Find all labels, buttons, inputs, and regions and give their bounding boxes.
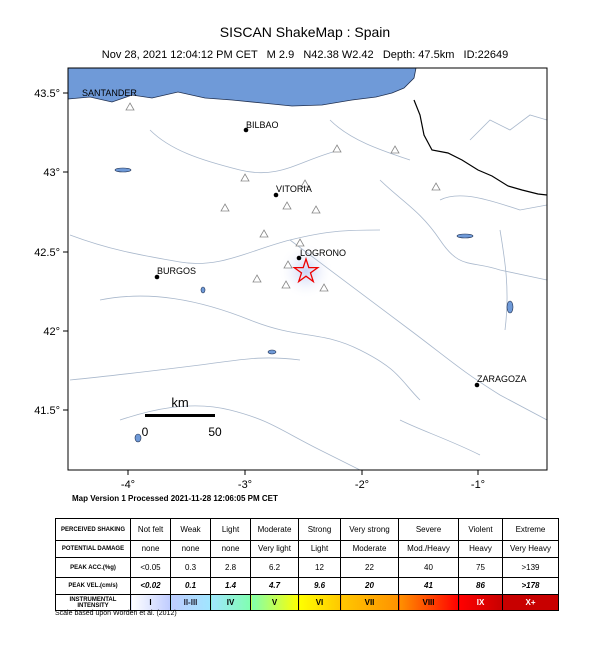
- cities: SANTANDER BILBAO VITORIA LOGRONO BURGOS …: [82, 88, 527, 388]
- legend-cell: 75: [458, 557, 503, 578]
- legend-cell: 41: [398, 577, 459, 595]
- lat-label: 43.5°: [34, 88, 60, 100]
- legend-cell: 6.2: [250, 557, 299, 578]
- legend-cell: none: [130, 540, 171, 558]
- legend-cell: 20: [340, 577, 399, 595]
- row-header: PEAK VEL.(cm/s): [55, 577, 131, 595]
- lon-label: -4°: [121, 479, 135, 491]
- legend-cell: II-III: [170, 594, 211, 611]
- footnote: Scale based upon Worden et al. (2012): [55, 610, 177, 617]
- lat-label: 43°: [43, 167, 60, 179]
- legend-cell: none: [170, 540, 211, 558]
- city-label: BILBAO: [246, 120, 279, 130]
- scale-end: 50: [208, 425, 222, 439]
- legend-cell: 40: [398, 557, 459, 578]
- map-figure: SISCAN ShakeMap : Spain Nov 28, 2021 12:…: [34, 24, 548, 503]
- legend-cell: Very strong: [340, 518, 399, 541]
- legend-cell: Severe: [398, 518, 459, 541]
- legend-cell: 86: [458, 577, 503, 595]
- legend-cell: Heavy: [458, 540, 503, 558]
- legend-cell: 9.6: [298, 577, 341, 595]
- map-frame: [67, 67, 548, 471]
- subtitle: Nov 28, 2021 12:04:12 PM CET M 2.9 N42.3…: [102, 49, 508, 61]
- legend-cell: >178: [502, 577, 559, 595]
- city-label: SANTANDER: [82, 88, 137, 98]
- stations: [125, 102, 441, 292]
- legend-cell: Extreme: [502, 518, 559, 541]
- legend-cell: Not felt: [130, 518, 171, 541]
- city-label: VITORIA: [276, 184, 312, 194]
- title: SISCAN ShakeMap : Spain: [220, 24, 390, 40]
- city-label: ZARAGOZA: [477, 374, 527, 384]
- legend-cell: I: [130, 594, 171, 611]
- lon-label: -3°: [238, 479, 252, 491]
- legend-cell: Mod./Heavy: [398, 540, 459, 558]
- legend-cell: VIII: [398, 594, 459, 611]
- lat-label: 42°: [43, 326, 60, 338]
- legend-cell: Violent: [458, 518, 503, 541]
- row-header: PEAK ACC.(%g): [55, 557, 131, 578]
- lat-label: 41.5°: [34, 405, 60, 417]
- map-axes: 43.5° 43° 42.5° 42° 41.5° -4° -3° -2° -1°: [34, 88, 485, 491]
- legend-cell: 1.4: [210, 577, 251, 595]
- legend-cell: Strong: [298, 518, 341, 541]
- legend-cell: Weak: [170, 518, 211, 541]
- legend-cell: none: [210, 540, 251, 558]
- legend-cell: Moderate: [340, 540, 399, 558]
- lat-label: 42.5°: [34, 247, 60, 259]
- legend-cell: <0.02: [130, 577, 171, 595]
- map: SANTANDER BILBAO VITORIA LOGRONO BURGOS …: [68, 68, 547, 470]
- legend-cell: 0.3: [170, 557, 211, 578]
- legend-cell: >139: [502, 557, 559, 578]
- city-label: LOGRONO: [300, 248, 346, 258]
- row-header: POTENTIAL DAMAGE: [55, 540, 131, 558]
- scale-unit: km: [171, 395, 188, 410]
- city-label: BURGOS: [157, 266, 196, 276]
- map-version: Map Version 1 Processed 2021-11-28 12:06…: [72, 494, 278, 503]
- legend-cell: VII: [340, 594, 399, 611]
- legend-cell: IV: [210, 594, 251, 611]
- legend-cell: Moderate: [250, 518, 299, 541]
- legend-cell: X+: [502, 594, 559, 611]
- legend-cell: IX: [458, 594, 503, 611]
- legend-cell: 0.1: [170, 577, 211, 595]
- lon-label: -2°: [355, 479, 369, 491]
- epicenter: [292, 256, 320, 284]
- intensity-legend: PERCEIVED SHAKING Not felt Weak Light Modera…: [55, 518, 559, 611]
- legend-cell: VI: [298, 594, 341, 611]
- legend-cell: V: [250, 594, 299, 611]
- legend-cell: Very light: [250, 540, 299, 558]
- scale-bar: km 0 50: [142, 395, 222, 439]
- legend-cell: Light: [210, 518, 251, 541]
- legend-cell: 4.7: [250, 577, 299, 595]
- row-header: PERCEIVED SHAKING: [55, 518, 131, 541]
- legend-cell: Light: [298, 540, 341, 558]
- row-header: INSTRUMENTAL INTENSITY: [55, 594, 131, 611]
- legend-cell: Very Heavy: [502, 540, 559, 558]
- scale-start: 0: [142, 425, 149, 439]
- legend-cell: 12: [298, 557, 341, 578]
- legend-cell: 2.8: [210, 557, 251, 578]
- lon-label: -1°: [471, 479, 485, 491]
- legend-cell: <0.05: [130, 557, 171, 578]
- legend-cell: 22: [340, 557, 399, 578]
